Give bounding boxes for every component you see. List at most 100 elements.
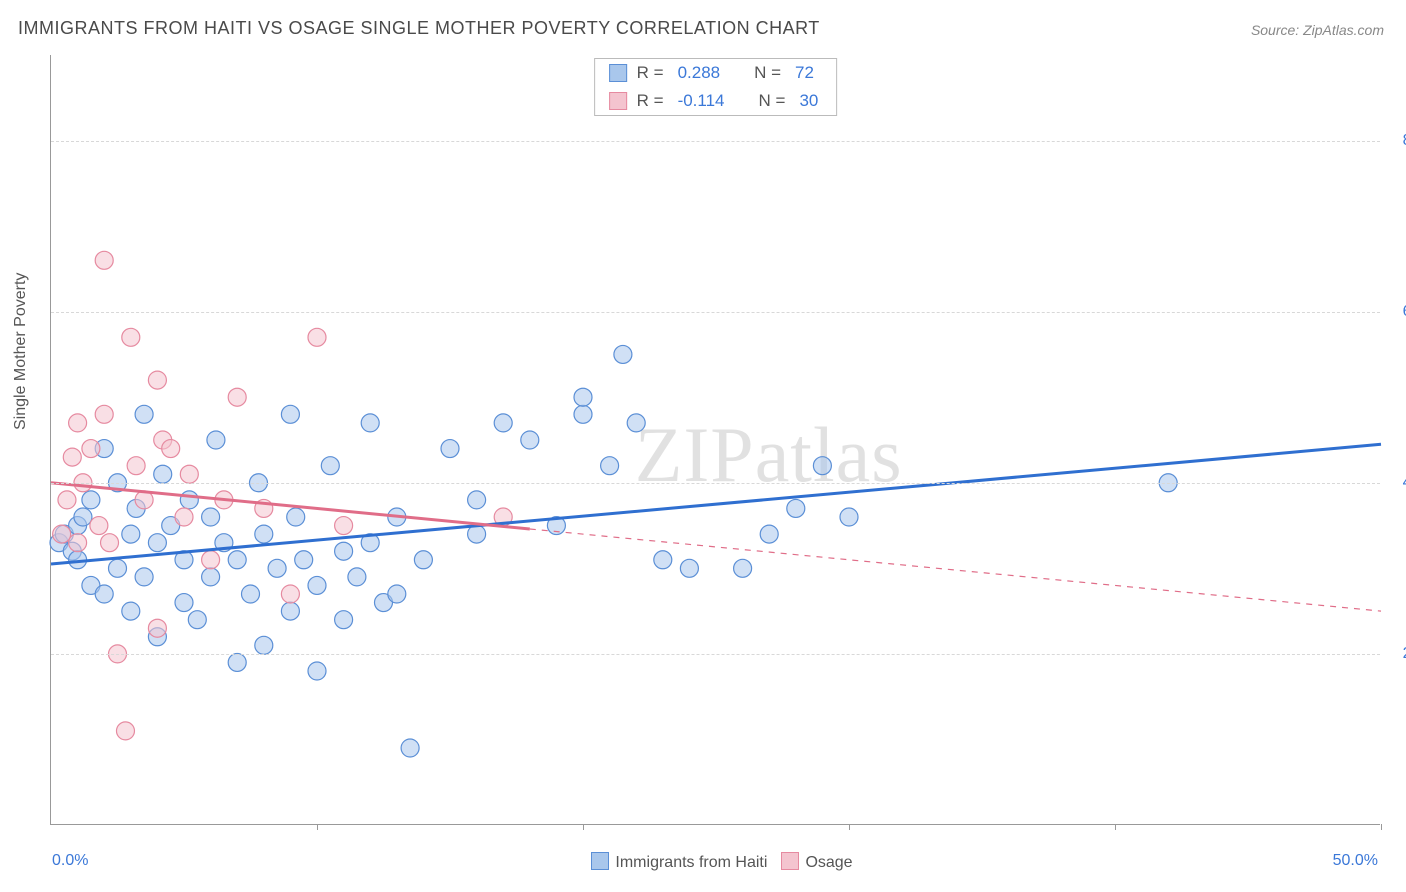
scatter-point [148, 534, 166, 552]
scatter-point [188, 611, 206, 629]
scatter-point [521, 431, 539, 449]
scatter-point [295, 551, 313, 569]
scatter-point [175, 594, 193, 612]
x-tick [849, 824, 850, 830]
scatter-point [255, 636, 273, 654]
gridline [51, 141, 1380, 142]
scatter-point [308, 328, 326, 346]
scatter-point [90, 517, 108, 535]
x-tick [1381, 824, 1382, 830]
scatter-point [335, 611, 353, 629]
scatter-point [202, 551, 220, 569]
scatter-point [401, 739, 419, 757]
scatter-point [95, 405, 113, 423]
scatter-point [148, 371, 166, 389]
scatter-point [127, 457, 145, 475]
scatter-point [361, 414, 379, 432]
scatter-point [813, 457, 831, 475]
scatter-point [388, 585, 406, 603]
scatter-point [734, 559, 752, 577]
scatter-point [601, 457, 619, 475]
scatter-point [122, 525, 140, 543]
scatter-point [760, 525, 778, 543]
x-tick [1115, 824, 1116, 830]
scatter-point [281, 602, 299, 620]
scatter-point [321, 457, 339, 475]
scatter-point [53, 525, 71, 543]
scatter-point [268, 559, 286, 577]
chart-title: IMMIGRANTS FROM HAITI VS OSAGE SINGLE MO… [18, 18, 820, 39]
scatter-point [308, 662, 326, 680]
scatter-point [787, 499, 805, 517]
scatter-point [101, 534, 119, 552]
scatter-point [627, 414, 645, 432]
scatter-point [82, 440, 100, 458]
scatter-point [69, 414, 87, 432]
scatter-point [494, 414, 512, 432]
scatter-point [95, 251, 113, 269]
scatter-point [180, 491, 198, 509]
scatter-point [148, 619, 166, 637]
scatter-point [228, 551, 246, 569]
scatter-point [281, 405, 299, 423]
scatter-point [614, 345, 632, 363]
scatter-point [162, 440, 180, 458]
scatter-point [287, 508, 305, 526]
scatter-point [202, 568, 220, 586]
scatter-point [840, 508, 858, 526]
scatter-point [82, 491, 100, 509]
scatter-point [135, 568, 153, 586]
data-layer [51, 55, 1380, 824]
scatter-point [69, 534, 87, 552]
scatter-point [74, 508, 92, 526]
plot-area: ZIPatlas R =0.288N =72R =-0.114N =30 20.… [50, 55, 1380, 825]
scatter-point [574, 388, 592, 406]
scatter-point [308, 576, 326, 594]
scatter-point [122, 328, 140, 346]
scatter-point [441, 440, 459, 458]
y-tick-label: 80.0% [1388, 132, 1406, 150]
scatter-point [207, 431, 225, 449]
x-axis-labels: 0.0% Immigrants from HaitiOsage 50.0% [50, 852, 1380, 878]
scatter-point [242, 585, 260, 603]
scatter-point [154, 465, 172, 483]
legend-label: Immigrants from Haiti [615, 854, 767, 871]
scatter-point [281, 585, 299, 603]
scatter-point [58, 491, 76, 509]
scatter-point [468, 525, 486, 543]
x-tick [317, 824, 318, 830]
bottom-legend: Immigrants from Haiti Osage [50, 852, 1380, 872]
scatter-point [468, 491, 486, 509]
scatter-point [122, 602, 140, 620]
legend-swatch [781, 852, 799, 870]
gridline [51, 312, 1380, 313]
scatter-point [95, 585, 113, 603]
scatter-point [574, 405, 592, 423]
gridline [51, 483, 1380, 484]
scatter-point [116, 722, 134, 740]
gridline [51, 654, 1380, 655]
legend-label: Osage [805, 854, 852, 871]
scatter-point [63, 448, 81, 466]
scatter-point [654, 551, 672, 569]
scatter-point [348, 568, 366, 586]
scatter-point [202, 508, 220, 526]
y-tick-label: 40.0% [1388, 474, 1406, 492]
scatter-point [175, 508, 193, 526]
scatter-point [414, 551, 432, 569]
scatter-point [180, 465, 198, 483]
y-tick-label: 60.0% [1388, 303, 1406, 321]
x-max-label: 50.0% [1333, 852, 1378, 870]
scatter-point [255, 525, 273, 543]
legend-swatch [591, 852, 609, 870]
y-axis-label: Single Mother Poverty [12, 273, 30, 430]
y-tick-label: 20.0% [1388, 645, 1406, 663]
scatter-point [109, 559, 127, 577]
x-tick [583, 824, 584, 830]
trend-line [51, 444, 1381, 564]
trend-line-dashed [530, 529, 1381, 611]
source-label: Source: ZipAtlas.com [1251, 22, 1384, 38]
scatter-point [680, 559, 698, 577]
scatter-point [228, 653, 246, 671]
scatter-point [135, 405, 153, 423]
